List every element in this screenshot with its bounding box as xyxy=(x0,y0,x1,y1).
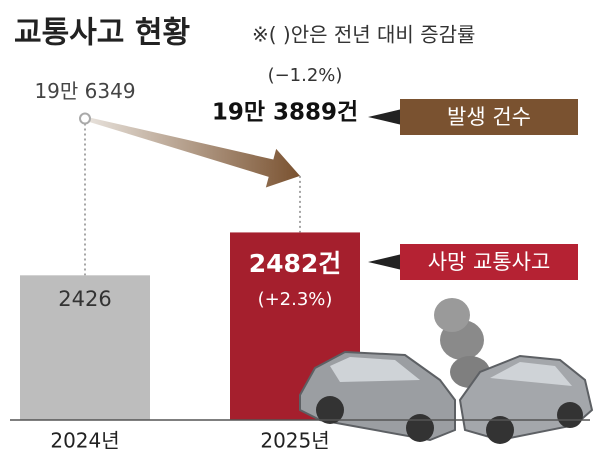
change-label: (−1.2%) xyxy=(268,65,343,86)
chart-subtitle: ※( )안은 전년 대비 증감률 xyxy=(252,23,475,47)
value-label: 2426 xyxy=(58,287,111,311)
x-tick-label: 2024년 xyxy=(50,429,119,453)
value-label: 19만 3889건 xyxy=(212,99,358,125)
legend-pointer xyxy=(368,254,402,270)
change-label: (+2.3%) xyxy=(258,289,333,310)
legend-pointer xyxy=(368,109,402,125)
legend-swatch xyxy=(400,244,578,280)
arrow-shape xyxy=(84,116,300,188)
value-label: 2482건 xyxy=(249,249,342,278)
legend-label: 사망 교통사고 xyxy=(428,250,551,274)
x-tick-label: 2025년 xyxy=(260,429,329,453)
legend-swatch xyxy=(400,99,578,135)
legend-label: 발생 건수 xyxy=(447,105,531,129)
bar xyxy=(20,275,150,420)
chart-title: 교통사고 현황 xyxy=(14,16,190,51)
car-illustration xyxy=(299,298,594,444)
arrow-start xyxy=(79,112,91,125)
value-label: 19만 6349 xyxy=(34,79,135,103)
